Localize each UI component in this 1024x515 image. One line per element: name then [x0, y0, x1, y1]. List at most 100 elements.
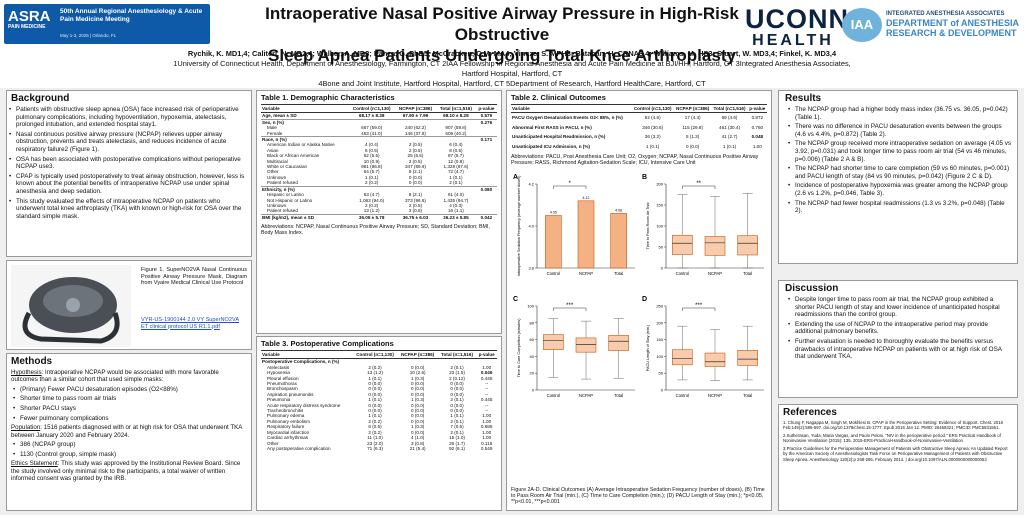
table-cell: 0 (0.0) [411, 408, 425, 414]
panel-label: D [642, 296, 647, 303]
table-row: Unknown 2 (0.2) 2 (0.5) 4 (0.3) [261, 203, 497, 208]
significance-marker: ** [696, 181, 701, 187]
authors: Rychik, K. MD1,4; Caliteri, N. MD2,4; Wa… [187, 49, 837, 58]
outcome-item: Fewer pulmonary complications [13, 415, 247, 423]
table-header-cell: p-value [475, 103, 497, 114]
table-cell: Pneumonia [267, 397, 291, 403]
table-cell [348, 185, 395, 193]
table-cell: Hispanic or Latino [267, 192, 304, 198]
significance-marker: *** [695, 303, 703, 309]
table-row: Other 64 (5.7) 8 (2.1) 72 (4.7) [261, 169, 497, 174]
table-cell: 62 (5.5) [363, 153, 380, 159]
table-2-title: Table 2. Clinical Outcomes [511, 93, 606, 102]
table-2: Variable Control (n=1,130) NCPAP (n=386) To… [511, 103, 767, 151]
bar [610, 213, 627, 269]
table-cell: Respiratory failure [267, 424, 305, 430]
table-cell: 0 (0.0) [408, 180, 423, 186]
table-cell [436, 185, 476, 193]
table-cell: -- [485, 408, 489, 414]
table-cell: Tracheobronchitis [267, 408, 304, 414]
table-cell [397, 358, 438, 365]
table-cell: 240 (62.2) [404, 125, 426, 131]
table-cell: 1 (0.3) [411, 424, 425, 430]
panel-label: C [513, 296, 518, 303]
asra-logo-text: ASRA [8, 8, 51, 25]
table-header-cell: Control (n=1,130) [631, 103, 674, 114]
table-cell: White or Caucasian [267, 164, 308, 170]
y-tick-label: 200 [656, 321, 663, 326]
table-cell: 8 (0.5) [449, 147, 463, 153]
table-1: Variable Control (n=1,130) NCPAP (n=386) To… [261, 103, 497, 221]
table-3-title: Table 3. Postoperative Complications [261, 339, 394, 348]
y-tick-label: 0 [532, 388, 535, 393]
box [737, 350, 758, 367]
table-cell: 36.23 ± 5.85 [436, 213, 476, 221]
table-row: Myocardial infarction 2 (0.2) 0 (0.0) 2 (0.… [261, 430, 497, 435]
results-section: Results The NCPAP group had a higher bod… [778, 90, 1018, 264]
y-tick-label: 60 [530, 338, 535, 343]
table-cell: 6 (0.5) [368, 424, 382, 430]
table-cell: Patient refused [267, 180, 298, 186]
table-cell: 69 (4.6) [721, 115, 738, 121]
table-header-cell: Variable [261, 103, 349, 114]
table-header-row: Variable Control (n=1,130) NCPAP (n=386) To… [511, 103, 767, 114]
table-header-cell: Total (n=1,516) [711, 103, 748, 114]
x-tick-label: Total [614, 271, 623, 276]
y-tick-label: 20 [530, 371, 535, 376]
y-tick-label: 50 [659, 245, 664, 250]
figure-2-caption: Figure 2A-D. Clinical Outcomes (A) Avera… [511, 487, 765, 506]
table-row: Patient refused 2 (0.2) 0 (0.0) 2 (0.1) [261, 180, 497, 186]
table-row: Respiratory failure 6 (0.5) 1 (0.3) 7 (0.5)… [261, 424, 497, 429]
y-axis-label: Intraoperative Sedation Frequency (avera… [517, 175, 521, 276]
table-cell: 0 (0.0) [411, 402, 425, 408]
figure-1-link[interactable]: VYR-US-1900144 2.0 VY SuperNO2VA ET clin… [141, 317, 240, 330]
x-tick-label: Control [676, 271, 690, 276]
table-cell: 1,062 (94.0) [359, 197, 385, 203]
table-cell: 52 (4.6) [644, 115, 661, 121]
table-cell [436, 118, 476, 126]
table-row: Black or African American 62 (5.5) 25 (6.5… [261, 153, 497, 158]
uconn-logo: UCONN HEALTH [745, 6, 848, 50]
x-tick-label: NCPAP [708, 393, 722, 398]
table-cell: 0.171 [475, 136, 497, 143]
group-item: 386 (NCPAP group) [13, 441, 247, 449]
y-axis-label: Time to Care Completion (minutes) [517, 318, 521, 378]
table-cell [394, 185, 437, 193]
reference-item: 2.Sutherasan, Yuda, Maria Vargas, and Pa… [783, 433, 1001, 444]
table-cell: 373 (96.6) [404, 197, 426, 203]
table-cell: 146 (37.8) [404, 130, 426, 136]
table-cell: 0 (0.0) [411, 418, 425, 424]
y-axis-label: Time to Pass Room Air Trial [646, 203, 650, 250]
ethics-label: Ethics Statement [11, 460, 58, 468]
table-cell: 6 (0.4) [449, 142, 463, 148]
table-cell: 0.579 [475, 112, 497, 120]
table-cell: 11 (1.0) [367, 435, 383, 441]
table-cell: Unanticipated ICU Admission, n (%) [512, 143, 590, 149]
background-bullet: Nasal continuous positive airway pressur… [9, 131, 247, 154]
table-cell: 2 (0.12) [449, 375, 465, 381]
x-tick-label: Control [547, 271, 561, 276]
table-cell: 0.760 [751, 124, 764, 130]
table-cell: 0.115 [481, 440, 493, 446]
results-bullet: The NCPAP had fewer hospital readmission… [788, 200, 1013, 215]
table-header-cell: Total (n=1,516) [437, 349, 477, 360]
table-cell: 1 (0.1) [450, 413, 464, 419]
table-cell [352, 358, 398, 365]
outcome-item: Shorter time to pass room air trials [13, 395, 247, 403]
table-cell: 0 (0.0) [368, 402, 382, 408]
table-row: Unknown 1 (0.1) 0 (0.0) 1 (0.1) [261, 175, 497, 180]
table-row: Ethnicity, n (%) 0.080 [261, 185, 497, 193]
box [608, 335, 629, 352]
table-row: Unanticipated Hospital Readmission, n (%… [511, 132, 767, 141]
table-cell: 72 (4.7) [447, 169, 464, 175]
table-cell: Male [267, 125, 277, 131]
table-row: Hypoxemia 13 (1.2) 10 (2.6) 23 (1.5) 0.046 [261, 370, 497, 375]
x-tick-label: Control [676, 393, 690, 398]
table-cell: Cardiac arrhythmias [267, 435, 309, 441]
x-tick-label: Control [547, 393, 561, 398]
table-row: Pulmonary edema 1 (0.1) 0 (0.0) 1 (0.1) 1.00 [261, 413, 497, 418]
table-cell: 1,435 (94.7) [443, 197, 469, 203]
table-cell: Unanticipated Hospital Readmission, n (%… [512, 134, 606, 140]
y-tick-label: 4.2 [528, 182, 534, 187]
table-cell: 2 (0.1) [450, 364, 464, 370]
